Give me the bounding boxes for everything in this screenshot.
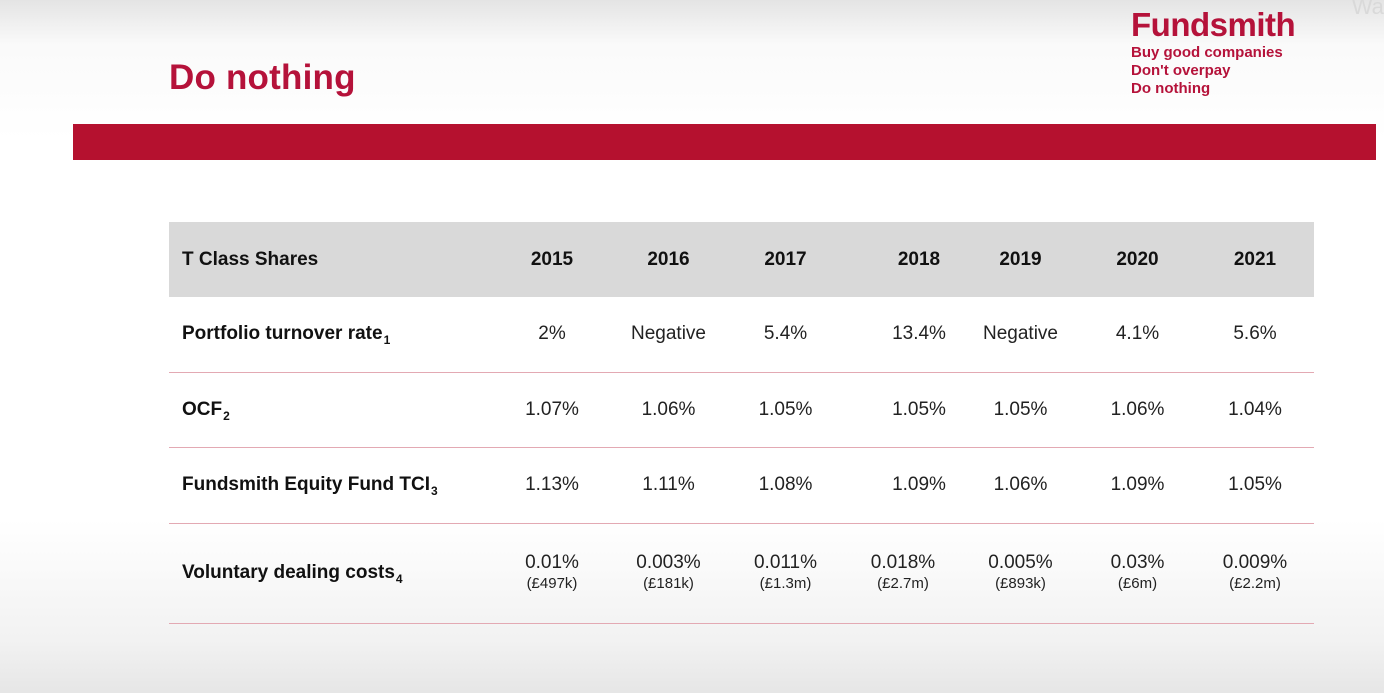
table-row: Portfolio turnover rate1 2% Negative 5.4…: [169, 297, 1314, 372]
cell-percent: 0.018%: [870, 552, 936, 573]
table-cell: 1.06%: [641, 398, 696, 420]
brand-tagline: Buy good companies: [1131, 44, 1283, 61]
column-header-year: 2020: [1116, 248, 1159, 270]
table-cell: 1.09%: [892, 474, 946, 495]
table-cell: 4.1%: [1115, 323, 1160, 345]
cost-table: T Class Shares 2015 2016 2017 2018 2019 …: [169, 222, 1314, 624]
table-cell: 0.011% (£1.3m): [727, 523, 844, 623]
header-divider-bar: [73, 124, 1376, 160]
cell-amount: (£181k): [643, 575, 694, 592]
cell-percent: 0.003%: [636, 552, 701, 573]
cell-amount: (£497k): [526, 575, 578, 592]
column-header-year: 2019: [999, 248, 1042, 270]
footnote-marker: 4: [395, 572, 403, 586]
column-header-year: 2016: [647, 248, 690, 270]
table-cell: 0.03% (£6m): [1079, 523, 1196, 623]
table-cell: 13.4%: [892, 323, 946, 345]
table-cell: 0.018% (£2.7m): [844, 523, 962, 623]
cell-amount: (£2.7m): [877, 575, 929, 592]
cell-percent: 0.005%: [988, 552, 1053, 573]
table-row: Fundsmith Equity Fund TCI3 1.13% 1.11% 1…: [169, 447, 1314, 523]
cell-percent: 0.01%: [525, 552, 579, 573]
table-cell: 5.4%: [763, 323, 808, 345]
column-header-year: 2018: [897, 248, 941, 270]
brand-tagline: Don't overpay: [1131, 62, 1231, 79]
fundsmith-logo: Fundsmith Buy good companies Don't overp…: [1131, 6, 1296, 98]
cell-percent: 0.009%: [1222, 552, 1288, 573]
column-header-year: 2021: [1233, 248, 1277, 270]
table-cell: Negative: [983, 323, 1058, 345]
row-label-turnover: Portfolio turnover rate1: [169, 297, 494, 372]
row-label-text: OCF: [182, 398, 223, 420]
table-cell: 1.06%: [993, 474, 1048, 495]
table-cell: 1.06%: [1110, 398, 1165, 420]
row-label-dealing-costs: Voluntary dealing costs4: [169, 523, 494, 623]
cell-amount: (£2.2m): [1229, 575, 1281, 592]
table-cell: 0.01% (£497k): [494, 523, 610, 623]
table-cell: 1.13%: [525, 474, 579, 495]
watermark-text: Wat: [1351, 0, 1384, 19]
row-label-text: Portfolio turnover rate: [182, 323, 383, 345]
table-cell: 0.003% (£181k): [610, 523, 727, 623]
table-cell: 0.009% (£2.2m): [1196, 523, 1314, 623]
row-label-ocf: OCF2: [169, 372, 494, 447]
column-header-share-class: T Class Shares: [182, 248, 319, 270]
cell-amount: (£6m): [1117, 575, 1158, 592]
table-cell: 1.07%: [525, 398, 579, 420]
row-label-text: Fundsmith Equity Fund TCI: [182, 474, 431, 495]
table-cell: 1.05%: [1228, 474, 1282, 495]
table-cell: 1.09%: [1110, 474, 1165, 495]
footnote-marker: 3: [431, 484, 438, 498]
table-cell: 1.05%: [993, 398, 1048, 420]
cell-amount: (£893k): [995, 575, 1046, 592]
table-row: OCF2 1.07% 1.06% 1.05% 1.05% 1.05% 1.06%…: [169, 372, 1314, 447]
footnote-marker: 1: [383, 333, 391, 348]
column-header-year: 2017: [764, 248, 807, 270]
table-cell: 1.08%: [758, 474, 813, 495]
cell-percent: 0.03%: [1110, 552, 1165, 573]
table-cell: 2%: [538, 323, 566, 345]
table-cell: 1.05%: [892, 398, 946, 420]
table-cell: 1.11%: [642, 474, 695, 495]
table-cell: 1.05%: [758, 398, 813, 420]
brand-tagline: Do nothing: [1131, 80, 1211, 97]
slide-title: Do nothing: [169, 58, 356, 97]
footnote-marker: 2: [223, 408, 230, 423]
table-header-row: T Class Shares 2015 2016 2017 2018 2019 …: [169, 222, 1314, 297]
table-cell: Negative: [631, 323, 706, 345]
row-label-text: Voluntary dealing costs: [182, 562, 395, 583]
table-row: Voluntary dealing costs4 0.01% (£497k) 0.…: [169, 523, 1314, 623]
table-cell: 5.6%: [1233, 323, 1277, 345]
table-cell: 1.04%: [1228, 398, 1282, 420]
brand-name: Fundsmith: [1131, 6, 1296, 43]
cell-percent: 0.011%: [753, 552, 818, 573]
table-cell: 0.005% (£893k): [962, 523, 1079, 623]
column-header-year: 2015: [530, 248, 574, 270]
row-label-tci: Fundsmith Equity Fund TCI3: [169, 447, 494, 523]
cell-amount: (£1.3m): [759, 575, 812, 592]
